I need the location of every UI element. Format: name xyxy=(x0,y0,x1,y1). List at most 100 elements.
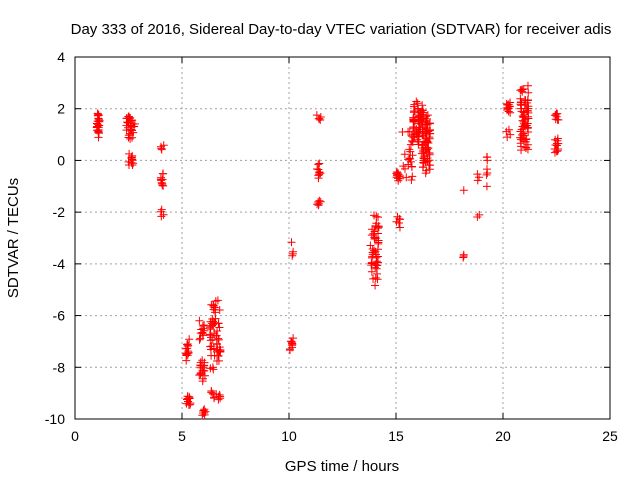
data-point xyxy=(475,210,484,219)
data-point xyxy=(521,96,530,105)
y-tick-label: -8 xyxy=(53,359,66,375)
data-point xyxy=(407,176,416,185)
y-tick-label: -10 xyxy=(45,411,65,427)
data-point xyxy=(372,264,381,273)
data-point xyxy=(405,145,414,154)
data-point xyxy=(209,301,218,310)
data-point xyxy=(395,223,404,232)
data-point xyxy=(195,316,204,325)
data-point xyxy=(410,107,419,116)
data-point xyxy=(473,170,482,179)
data-point xyxy=(424,139,433,148)
data-point xyxy=(524,88,533,97)
data-point xyxy=(409,113,418,122)
data-point xyxy=(506,98,515,107)
data-point xyxy=(215,323,224,332)
data-point xyxy=(421,169,430,178)
data-point xyxy=(313,164,322,173)
data-point xyxy=(551,111,560,120)
data-point xyxy=(315,159,324,168)
x-tick-label: 5 xyxy=(178,428,186,444)
data-point xyxy=(399,162,408,171)
data-point xyxy=(482,153,491,162)
data-point xyxy=(209,365,218,374)
data-point xyxy=(395,214,404,223)
data-point xyxy=(182,349,191,358)
data-point xyxy=(408,172,417,181)
data-point xyxy=(125,149,134,158)
data-point xyxy=(518,130,527,139)
data-point xyxy=(210,318,219,327)
data-point xyxy=(159,141,168,150)
data-point xyxy=(406,140,415,149)
data-point xyxy=(206,325,215,334)
data-point xyxy=(413,99,422,108)
data-point xyxy=(197,325,206,334)
data-point xyxy=(94,111,103,120)
data-point xyxy=(516,139,525,148)
data-point xyxy=(369,229,378,238)
data-point xyxy=(405,127,414,136)
data-point xyxy=(198,377,207,386)
data-point xyxy=(524,104,533,113)
data-point xyxy=(370,233,379,242)
y-tick-label: -4 xyxy=(53,256,66,272)
data-point xyxy=(473,212,482,221)
data-point xyxy=(213,346,222,355)
data-point xyxy=(516,98,525,107)
axis-ticks: 0 5 10 15 20 25 -10 -8 -6 -4 -2 0 2 4 xyxy=(45,49,618,444)
data-point xyxy=(482,165,491,174)
data-point xyxy=(156,207,165,216)
data-point xyxy=(517,125,526,134)
data-point xyxy=(551,135,560,144)
data-point xyxy=(216,392,225,401)
data-point xyxy=(211,314,220,323)
x-tick-label: 10 xyxy=(281,428,297,444)
data-point xyxy=(127,153,136,162)
data-point xyxy=(195,335,204,344)
data-point xyxy=(516,86,525,95)
plot-frame xyxy=(74,56,611,420)
data-point xyxy=(210,351,219,360)
data-point xyxy=(314,160,323,169)
data-point xyxy=(196,358,205,367)
x-axis-label: GPS time / hours xyxy=(285,458,399,475)
data-point xyxy=(315,196,324,205)
data-points xyxy=(92,81,563,420)
y-tick-label: -2 xyxy=(53,204,66,220)
data-point xyxy=(206,333,215,342)
data-point xyxy=(409,124,418,133)
data-point xyxy=(371,221,380,230)
y-tick-label: 4 xyxy=(57,49,65,65)
data-point xyxy=(213,296,222,305)
data-point xyxy=(409,108,418,117)
data-point xyxy=(421,129,430,138)
data-point xyxy=(374,236,383,245)
data-point xyxy=(407,162,416,171)
y-axis-label: SDTVAR / TECUs xyxy=(5,178,22,298)
data-point xyxy=(372,253,381,262)
x-tick-label: 0 xyxy=(71,428,79,444)
data-point xyxy=(316,112,325,121)
data-point xyxy=(207,386,216,395)
data-point xyxy=(369,248,378,257)
data-point xyxy=(368,225,377,234)
data-point xyxy=(553,109,562,118)
data-point xyxy=(374,213,383,222)
data-point xyxy=(518,87,527,96)
data-point xyxy=(422,114,431,123)
data-point xyxy=(412,97,421,106)
data-point xyxy=(393,169,402,178)
data-point xyxy=(400,150,409,159)
data-point xyxy=(367,267,376,276)
data-point xyxy=(402,173,411,182)
data-point xyxy=(520,131,529,140)
data-point xyxy=(425,150,434,159)
data-point xyxy=(207,342,216,351)
data-point xyxy=(287,238,296,247)
data-point xyxy=(122,114,131,123)
x-tick-label: 25 xyxy=(602,428,618,444)
data-point xyxy=(417,143,426,152)
chart-title: Day 333 of 2016, Sidereal Day-to-day VTE… xyxy=(71,21,612,38)
